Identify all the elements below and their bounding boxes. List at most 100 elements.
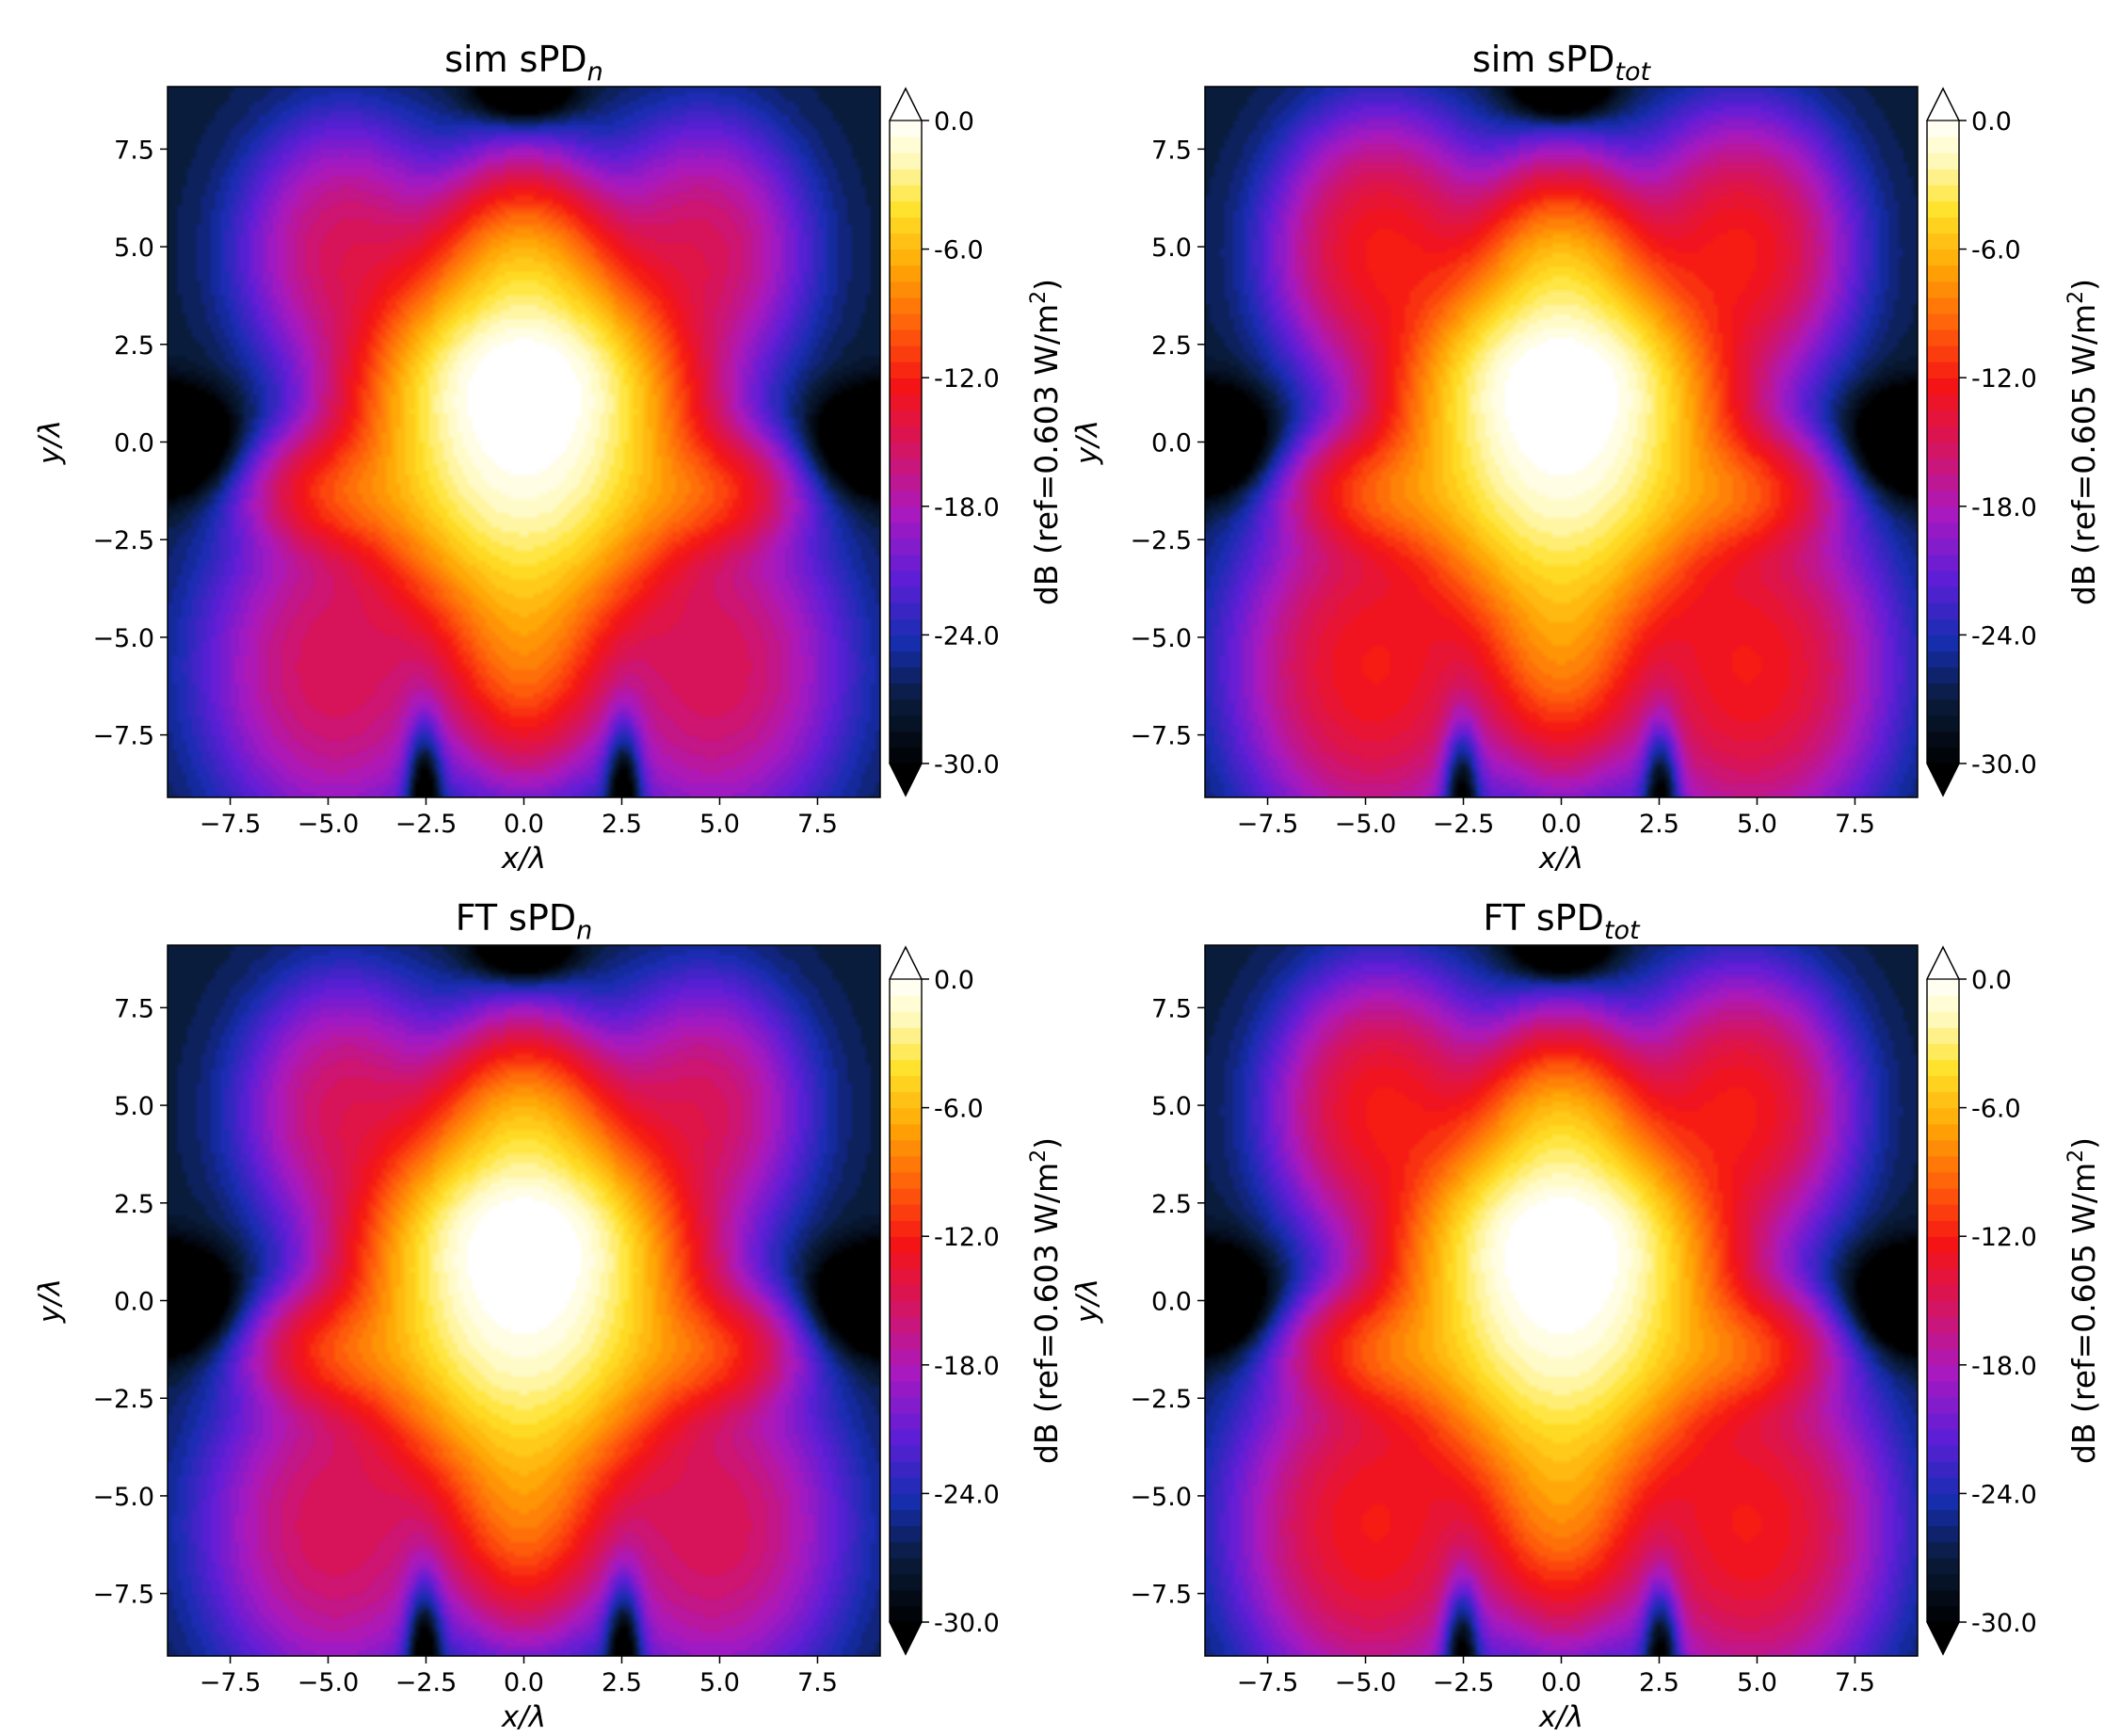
colorbar-label-end: ): [2065, 1137, 2102, 1149]
subplot-2: sim sPDtot −7.5 −5.0 −2.5 0.0 2.5 5.0 7.5 −7.5 −5…: [1070, 39, 2102, 876]
colorbar-segment: [890, 474, 922, 491]
x-tick-label: 0.0: [1541, 1668, 1582, 1697]
colorbar-tick-label: -24.0: [934, 621, 1000, 651]
colorbar-segment: [890, 458, 922, 475]
colorbar-segment: [890, 651, 922, 668]
x-tick-label: 5.0: [1737, 1668, 1777, 1697]
x-tick-label: −5.0: [297, 810, 360, 839]
colorbar-segment: [1927, 1268, 1959, 1286]
y-tick-label: 0.0: [114, 1288, 154, 1317]
colorbar-label-superscript: 2: [2064, 1149, 2088, 1163]
colorbar-segment: [890, 1413, 922, 1430]
y-tick-label: −5.0: [1130, 1483, 1192, 1512]
colorbar-tick-label: -30.0: [1971, 1609, 2037, 1638]
x-tick-label: 5.0: [699, 1668, 740, 1697]
x-tick-label: −2.5: [1433, 1668, 1495, 1697]
y-tick-label: 7.5: [114, 136, 154, 165]
colorbar-segment: [890, 555, 922, 571]
colorbar-segment: [890, 169, 922, 185]
colorbar-segment: [1927, 233, 1959, 250]
colorbar-segment: [1927, 747, 1959, 764]
colorbar-tick-label: -18.0: [1971, 1352, 2037, 1381]
heatmap-image: [168, 87, 880, 797]
colorbar-segment: [890, 1509, 922, 1527]
colorbar-segment: [1927, 651, 1959, 668]
subplot-title: FT sPDn: [456, 897, 593, 945]
colorbar-segment: [1927, 474, 1959, 491]
y-tick-label: 2.5: [1151, 331, 1192, 361]
colorbar-segment: [890, 1139, 922, 1157]
heatmap-image: [1205, 945, 1918, 1656]
colorbar-segment: [1927, 1445, 1959, 1462]
colorbar-segment: [890, 1107, 922, 1125]
colorbar-segment: [890, 1573, 922, 1591]
colorbar-label-text: dB (ref=0.605 W/m: [2065, 304, 2102, 605]
colorbar-segment: [1927, 1075, 1959, 1093]
colorbar-segment: [890, 1123, 922, 1141]
colorbar-segment: [1927, 217, 1959, 234]
subplot-title-text: sim sPD: [1472, 39, 1614, 80]
y-tick-label: 0.0: [1151, 1288, 1192, 1317]
y-tick-label: 7.5: [1151, 994, 1192, 1023]
colorbar-tick-label: -6.0: [1971, 1095, 2021, 1124]
colorbar-tick-label: 0.0: [1971, 107, 2012, 137]
colorbar-segment: [1927, 1557, 1959, 1575]
colorbar-segment: [890, 635, 922, 652]
colorbar-segment: [890, 426, 922, 443]
colorbar-segment: [890, 995, 922, 1012]
colorbar-segment: [890, 571, 922, 587]
y-tick-label: 2.5: [114, 1190, 154, 1219]
x-tick-label: 7.5: [797, 1668, 838, 1697]
colorbar-segment: [1927, 1605, 1959, 1623]
colorbar-segment: [1927, 506, 1959, 523]
colorbar-segment: [890, 1605, 922, 1623]
colorbar-segment: [890, 1171, 922, 1189]
colorbar-segment: [1927, 1348, 1959, 1366]
y-tick-label: −7.5: [92, 722, 154, 751]
colorbar-segment: [1927, 329, 1959, 346]
colorbar-segment: [1927, 1204, 1959, 1221]
y-tick-label: 5.0: [1151, 1092, 1192, 1121]
colorbar-segment: [1927, 362, 1959, 378]
x-tick-label: 0.0: [504, 1668, 544, 1697]
colorbar-segment: [890, 394, 922, 410]
subplot-title-subscript: tot: [1614, 57, 1651, 87]
colorbar-segment: [1927, 1043, 1959, 1060]
colorbar-segment: [1927, 1573, 1959, 1591]
x-tick-label: 5.0: [699, 810, 740, 839]
colorbar-segment: [890, 522, 922, 539]
colorbar-segment: [1927, 1477, 1959, 1494]
colorbar-segment: [890, 1589, 922, 1607]
colorbar-segment: [1927, 1413, 1959, 1430]
colorbar-segment: [890, 1155, 922, 1173]
y-axis-label: y/λ: [33, 420, 67, 465]
colorbar-segment: [890, 619, 922, 635]
x-tick-label: −7.5: [1237, 810, 1299, 839]
colorbar-segment: [890, 249, 922, 266]
heatmap-image: [1205, 87, 1918, 797]
subplot-4: FT sPDtot −7.5 −5.0 −2.5 0.0 2.5 5.0 7.5 −7.5 −5.…: [1070, 897, 2102, 1734]
y-tick-label: −7.5: [1130, 1581, 1192, 1610]
colorbar-segment: [890, 1332, 922, 1350]
colorbar-segment: [890, 1268, 922, 1286]
y-tick-label: −2.5: [1130, 526, 1192, 555]
colorbar-segment: [1927, 185, 1959, 201]
x-tick-label: −5.0: [1335, 810, 1397, 839]
y-tick-label: −5.0: [92, 624, 154, 653]
x-tick-label: 7.5: [1835, 810, 1875, 839]
colorbar-label: dB (ref=0.605 W/m2): [2064, 1137, 2102, 1464]
colorbar-segment: [890, 153, 922, 169]
subplot-1: sim sPDn −7.5 −5.0 −2.5 0.0 2.5 5.0 7.5 −7.5 −5.0…: [33, 39, 1065, 876]
colorbar-segment: [890, 346, 922, 362]
colorbar-segment: [1927, 1316, 1959, 1334]
x-axis-label: x/λ: [501, 1700, 546, 1734]
y-tick-label: −2.5: [92, 526, 154, 555]
colorbar-segment: [890, 1091, 922, 1109]
colorbar-segment: [890, 1525, 922, 1543]
colorbar-segment: [1927, 731, 1959, 748]
colorbar-segment: [1927, 538, 1959, 555]
colorbar-segment: [1927, 1220, 1959, 1237]
colorbar-segment: [890, 1461, 922, 1478]
y-tick-label: 5.0: [1151, 233, 1192, 263]
